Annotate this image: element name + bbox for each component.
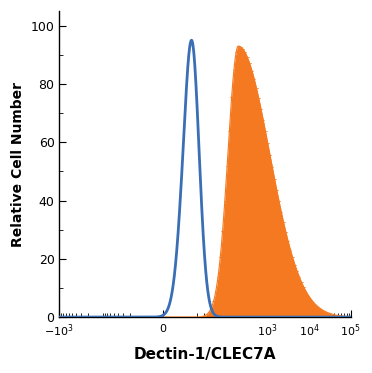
X-axis label: Dectin-1/CLEC7A: Dectin-1/CLEC7A	[134, 347, 276, 362]
Y-axis label: Relative Cell Number: Relative Cell Number	[11, 82, 25, 247]
